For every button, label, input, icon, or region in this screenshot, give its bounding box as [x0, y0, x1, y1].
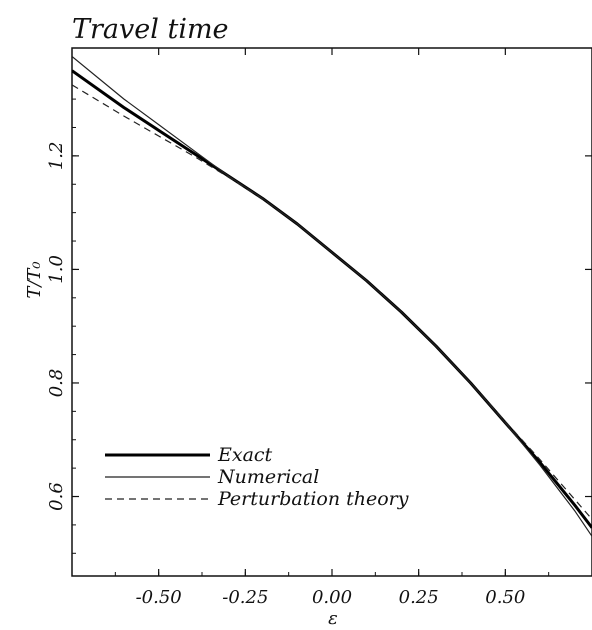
y-axis-label: T/T₀ [24, 261, 45, 298]
legend-label-perturbation-theory: Perturbation theory [217, 488, 409, 510]
x-axis-label: ε [328, 608, 338, 629]
y-tick-label: 1.2 [46, 142, 67, 171]
series-line-numerical [72, 56, 592, 537]
y-axis-ticks: 0.6 0.8 1.0 1.2 [46, 98, 592, 554]
chart-title: Travel time [72, 14, 229, 45]
legend-label-numerical: Numerical [217, 466, 319, 488]
x-tick-label: 0.50 [485, 587, 525, 608]
x-tick-label: -0.50 [136, 587, 182, 608]
series-line-perturbation-theory [72, 84, 592, 520]
series-lines [72, 56, 592, 537]
x-tick-label: -0.25 [222, 587, 268, 608]
y-tick-label: 0.6 [46, 482, 67, 511]
y-tick-label: 0.8 [46, 369, 67, 398]
x-axis-ticks: -0.50 -0.25 0.00 0.25 0.50 [71, 48, 592, 608]
x-tick-label: 0.00 [312, 587, 352, 608]
y-tick-label: 1.0 [46, 255, 67, 284]
x-tick-label: 0.25 [399, 587, 439, 608]
legend-label-exact: Exact [217, 444, 273, 466]
series-line-exact [72, 69, 592, 529]
